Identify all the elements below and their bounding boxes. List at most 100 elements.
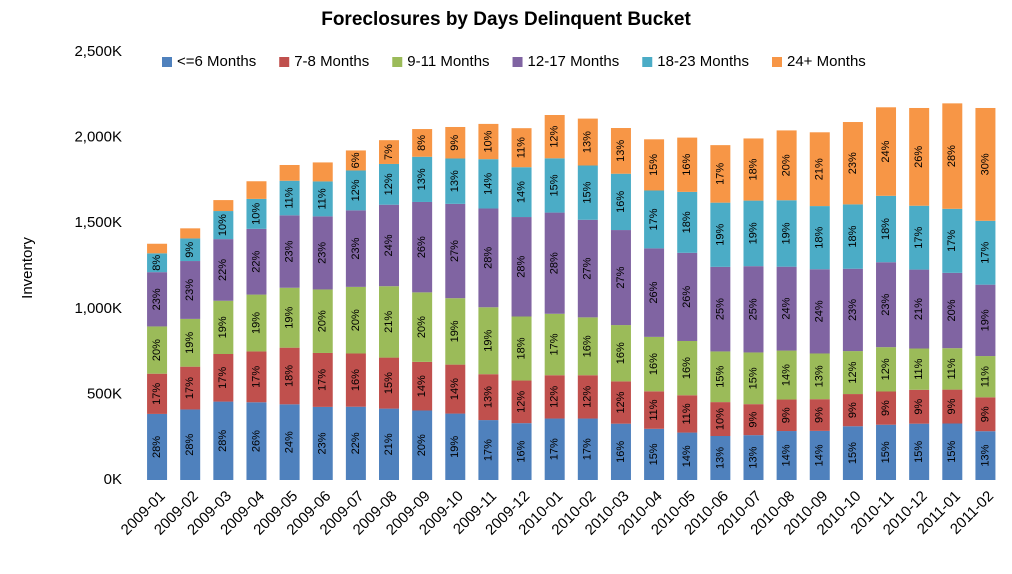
data-label: 24%: [284, 431, 296, 453]
bar-segment: [511, 316, 532, 381]
bar-segment: [213, 239, 234, 301]
data-label: 19%: [781, 222, 793, 244]
data-label: 7%: [383, 144, 395, 160]
data-label: 13%: [482, 386, 494, 408]
legend-label: 18-23 Months: [657, 53, 749, 70]
data-label: 20%: [946, 299, 958, 321]
bar-segment: [677, 432, 698, 480]
data-label: 28%: [549, 252, 561, 274]
data-label: 30%: [979, 153, 991, 175]
data-label: 15%: [747, 367, 759, 389]
bar-segment: [213, 300, 234, 354]
data-label: 22%: [350, 432, 362, 454]
bar-segment: [478, 123, 499, 160]
data-label: 15%: [880, 441, 892, 463]
data-label: 12%: [549, 125, 561, 147]
data-label: 9%: [946, 398, 958, 414]
data-label: 20%: [781, 154, 793, 176]
bar-segment: [743, 435, 764, 480]
data-label: 16%: [615, 191, 627, 213]
data-label: 18%: [747, 158, 759, 180]
legend-label: <=6 Months: [177, 53, 256, 70]
bar-segment: [610, 230, 631, 326]
data-label: 15%: [714, 366, 726, 388]
legend-swatch: [642, 57, 653, 67]
bar-segment: [213, 353, 234, 402]
bar-segment: [644, 391, 665, 429]
bar-segment: [677, 137, 698, 192]
bar-segment: [544, 375, 565, 419]
bar-segment: [842, 268, 863, 352]
data-label: 10%: [217, 214, 229, 236]
bar-segment: [147, 243, 168, 254]
data-label: 13%: [979, 444, 991, 466]
data-label: 11%: [284, 187, 296, 208]
data-label: 9%: [913, 399, 925, 415]
data-label: 11%: [515, 137, 527, 158]
bar-segment: [379, 140, 400, 164]
data-label: 17%: [946, 230, 958, 252]
bar-segment: [577, 165, 598, 220]
bar-segment: [677, 252, 698, 341]
data-label: 18%: [880, 218, 892, 240]
bar-segment: [511, 128, 532, 168]
bar-segment: [577, 317, 598, 376]
bar-segment: [942, 423, 963, 480]
data-label: 20%: [317, 310, 329, 332]
bar-segment: [279, 404, 300, 480]
bar-segment: [445, 413, 466, 480]
bar-segment: [544, 212, 565, 314]
bar-segment: [710, 351, 731, 403]
bar-segment: [842, 394, 863, 427]
data-label: 11%: [317, 188, 329, 209]
bar-segment: [345, 406, 366, 480]
data-label: 23%: [847, 152, 859, 174]
bar-segment: [876, 107, 897, 196]
bar-segment: [842, 204, 863, 269]
data-label: 9%: [449, 135, 461, 151]
bar-segment: [975, 284, 996, 357]
data-label: 23%: [284, 240, 296, 262]
data-label: 12%: [582, 386, 594, 408]
bar-segment: [379, 408, 400, 480]
data-label: 21%: [383, 433, 395, 455]
data-label: 28%: [184, 434, 196, 456]
data-label: 8%: [416, 135, 428, 151]
bar-segment: [544, 313, 565, 376]
data-label: 13%: [747, 446, 759, 468]
bar-segment: [246, 198, 267, 229]
bar-segment: [809, 399, 830, 431]
bar-segment: [147, 326, 168, 374]
bar-segment: [511, 217, 532, 317]
data-label: 26%: [913, 146, 925, 168]
data-label: 14%: [482, 173, 494, 195]
data-label: 18%: [284, 365, 296, 387]
bar-segment: [942, 208, 963, 273]
bar-segment: [842, 426, 863, 480]
data-label: 18%: [681, 211, 693, 233]
data-label: 12%: [515, 391, 527, 413]
data-label: 23%: [184, 279, 196, 301]
bar-segment: [577, 418, 598, 480]
data-label: 18%: [814, 226, 826, 248]
data-label: 19%: [747, 222, 759, 244]
bar-segment: [478, 159, 499, 209]
bar-segment: [147, 253, 168, 273]
bar-segment: [809, 430, 830, 480]
bar-segment: [876, 195, 897, 263]
data-label: 16%: [582, 335, 594, 357]
bar-segment: [942, 389, 963, 424]
data-label: 28%: [151, 436, 163, 458]
bar-segment: [876, 262, 897, 348]
data-label: 15%: [549, 174, 561, 196]
data-label: 16%: [350, 369, 362, 391]
data-label: 9%: [781, 407, 793, 423]
bar-segment: [246, 402, 267, 480]
data-label: 9%: [184, 242, 196, 258]
data-label: 10%: [250, 203, 262, 225]
bar-segment: [345, 170, 366, 211]
data-label: 24%: [880, 140, 892, 162]
bar-segment: [379, 286, 400, 358]
bar-segment: [511, 380, 532, 424]
data-label: 17%: [482, 439, 494, 461]
